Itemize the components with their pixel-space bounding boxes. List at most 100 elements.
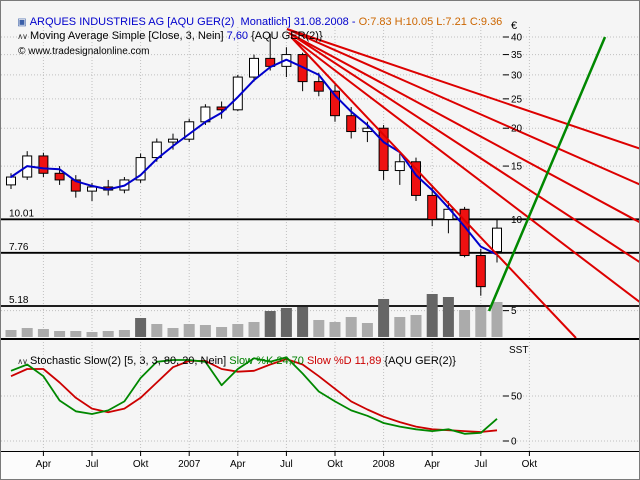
stoch-axis-title: SST xyxy=(509,345,528,356)
copyright-text: © www.tradesignalonline.com xyxy=(18,46,150,57)
stoch-d-value: Slow %D 11,89 xyxy=(306,355,382,367)
volume-bar xyxy=(183,324,195,337)
candle[interactable] xyxy=(70,179,81,192)
red-trendline[interactable] xyxy=(286,28,640,186)
stoch-label: Stochastic Slow(2) [5, 3, 3, 80, 20, Nei… xyxy=(29,355,230,367)
volume-bar xyxy=(151,324,163,337)
stochastic[interactable] xyxy=(10,356,498,435)
date-label: Apr xyxy=(230,459,246,470)
candles[interactable] xyxy=(6,33,502,296)
date-label: 2008 xyxy=(372,459,395,470)
date-label: Okt xyxy=(522,459,538,470)
currency-label: € xyxy=(511,20,517,32)
price-tick-label: 35 xyxy=(511,50,523,61)
ma-indicator-header[interactable]: ∧∨ Moving Average Simple [Close, 3, Nein]… xyxy=(5,17,322,56)
price-tick-label: 30 xyxy=(511,70,523,81)
volume-bar xyxy=(135,318,147,337)
green-trendline[interactable] xyxy=(487,36,607,312)
volume-bar xyxy=(491,302,503,337)
date-label: Okt xyxy=(327,459,343,470)
volume-bar xyxy=(199,325,211,337)
price-tick-label: 15 xyxy=(511,162,523,173)
price-tick-label: 10 xyxy=(511,215,523,226)
chart-header[interactable]: ▣ ARQUES INDUSTRIES AG [AQU GER(2) Monatl… xyxy=(5,3,502,42)
date-label: Apr xyxy=(424,459,440,470)
stoch-k-line[interactable] xyxy=(10,356,498,435)
volume-bar xyxy=(361,323,373,337)
volume-bar xyxy=(442,297,454,337)
candle[interactable] xyxy=(394,161,405,172)
volume-bar xyxy=(248,322,260,337)
red-trendline[interactable] xyxy=(290,36,577,339)
indicator-icon: ∧∨ xyxy=(17,357,28,366)
red-trendline[interactable] xyxy=(288,32,640,224)
candle[interactable] xyxy=(313,81,324,92)
volume-bar xyxy=(21,328,33,337)
horizontal-levels[interactable]: 10.01 7.76 5.18 xyxy=(1,208,640,307)
volume-bar xyxy=(313,320,325,337)
red-trendline[interactable] xyxy=(286,28,640,150)
volume-bar xyxy=(118,330,130,337)
volume-bar xyxy=(410,315,422,337)
stochastic-indicator-header[interactable]: ∧∨ Stochastic Slow(2) [5, 3, 3, 80, 20, N… xyxy=(5,342,456,381)
price-tick-label: 40 xyxy=(511,33,523,44)
date-label: Jul xyxy=(86,459,99,470)
price-tick-label: 5 xyxy=(511,306,517,317)
candle[interactable] xyxy=(378,127,389,172)
date-label: Jul xyxy=(280,459,293,470)
candle[interactable] xyxy=(492,227,502,253)
stoch-suffix: {AQU GER(2)} xyxy=(381,355,456,367)
ma-value: 7,60 xyxy=(226,30,249,42)
candle[interactable] xyxy=(87,186,97,192)
volume-bar xyxy=(297,307,309,337)
price-tick-label: 25 xyxy=(511,94,523,105)
candle[interactable] xyxy=(6,176,16,186)
stoch-axis-line xyxy=(1,451,639,452)
volume-bar xyxy=(459,310,471,337)
date-label: Jul xyxy=(474,459,487,470)
volume-bar xyxy=(54,331,66,337)
date-label: Okt xyxy=(133,459,149,470)
candle[interactable] xyxy=(54,172,65,181)
volume-bar xyxy=(378,299,390,337)
price-tick-label: 20 xyxy=(511,124,523,135)
candle[interactable] xyxy=(135,157,146,181)
volume-bar xyxy=(102,331,114,337)
volume-bar xyxy=(5,330,17,337)
volume-bar xyxy=(426,294,438,337)
volume-bar xyxy=(86,332,98,337)
ma-label: Moving Average Simple [Close, 3, Nein] xyxy=(29,30,227,42)
candle[interactable] xyxy=(346,115,357,133)
date-label: Apr xyxy=(36,459,52,470)
candle[interactable] xyxy=(249,57,259,78)
level-label: 5.18 xyxy=(9,295,29,306)
level-label: 10.01 xyxy=(9,208,34,219)
price-axis: €40 35 30 25 20 15 10 5 xyxy=(503,20,523,317)
trendlines[interactable] xyxy=(286,28,640,339)
red-trendline[interactable] xyxy=(290,36,640,303)
panel-separator xyxy=(1,338,639,340)
volume-bars xyxy=(5,294,503,337)
candle[interactable] xyxy=(151,141,162,159)
candle[interactable] xyxy=(38,155,49,174)
moving-average-line[interactable] xyxy=(10,58,498,256)
candle[interactable] xyxy=(168,138,178,143)
volume-bar xyxy=(394,317,406,337)
copyright-notice: © www.tradesignalonline.com xyxy=(7,32,149,71)
candle[interactable] xyxy=(427,194,438,220)
candle[interactable] xyxy=(330,90,340,117)
stoch-axis: SST 50 0 xyxy=(503,345,528,448)
candle[interactable] xyxy=(475,255,486,288)
stoch-d-line[interactable] xyxy=(10,358,498,433)
volume-bar xyxy=(70,331,82,337)
red-trendline[interactable] xyxy=(288,32,640,263)
volume-bar xyxy=(37,329,49,337)
instrument-title: ARQUES INDUSTRIES AG [AQU GER(2) Monatli… xyxy=(29,16,349,28)
volume-bar xyxy=(167,328,179,337)
chart-window-icon: ▣ xyxy=(17,17,27,28)
volume-bar xyxy=(329,322,341,337)
header-separator: - xyxy=(348,16,359,28)
